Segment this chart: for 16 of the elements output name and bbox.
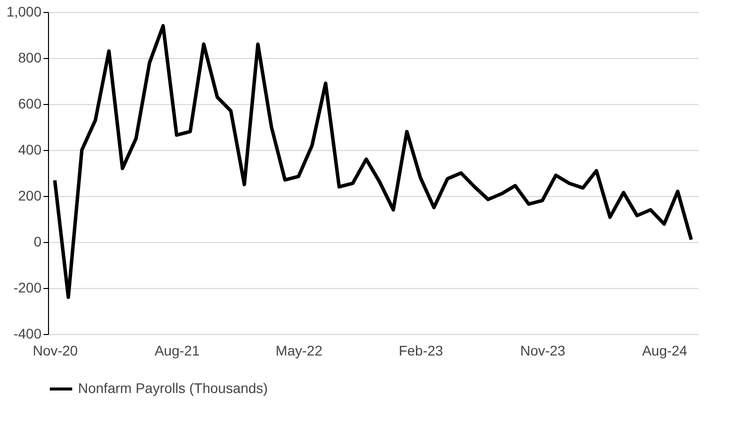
x-tick-label: Aug-24 [642,342,688,358]
x-tick-label: Nov-20 [32,342,78,358]
y-tick-label: -400 [13,326,42,342]
y-tick-label: 0 [34,234,42,250]
y-tick-label: -200 [13,280,42,296]
legend-label: Nonfarm Payrolls (Thousands) [78,380,268,396]
y-tick-label: 600 [18,96,42,112]
x-tick-label: Nov-23 [520,342,566,358]
y-tick-label: 200 [18,188,42,204]
y-tick-label: 800 [18,50,42,66]
line-series [53,24,693,299]
y-tick-label: 400 [18,142,42,158]
x-tick-label: Feb-23 [398,342,444,358]
x-tick-label: Aug-21 [154,342,200,358]
y-tick-label: 1,000 [6,4,42,20]
x-tick-label: May-22 [276,342,323,358]
